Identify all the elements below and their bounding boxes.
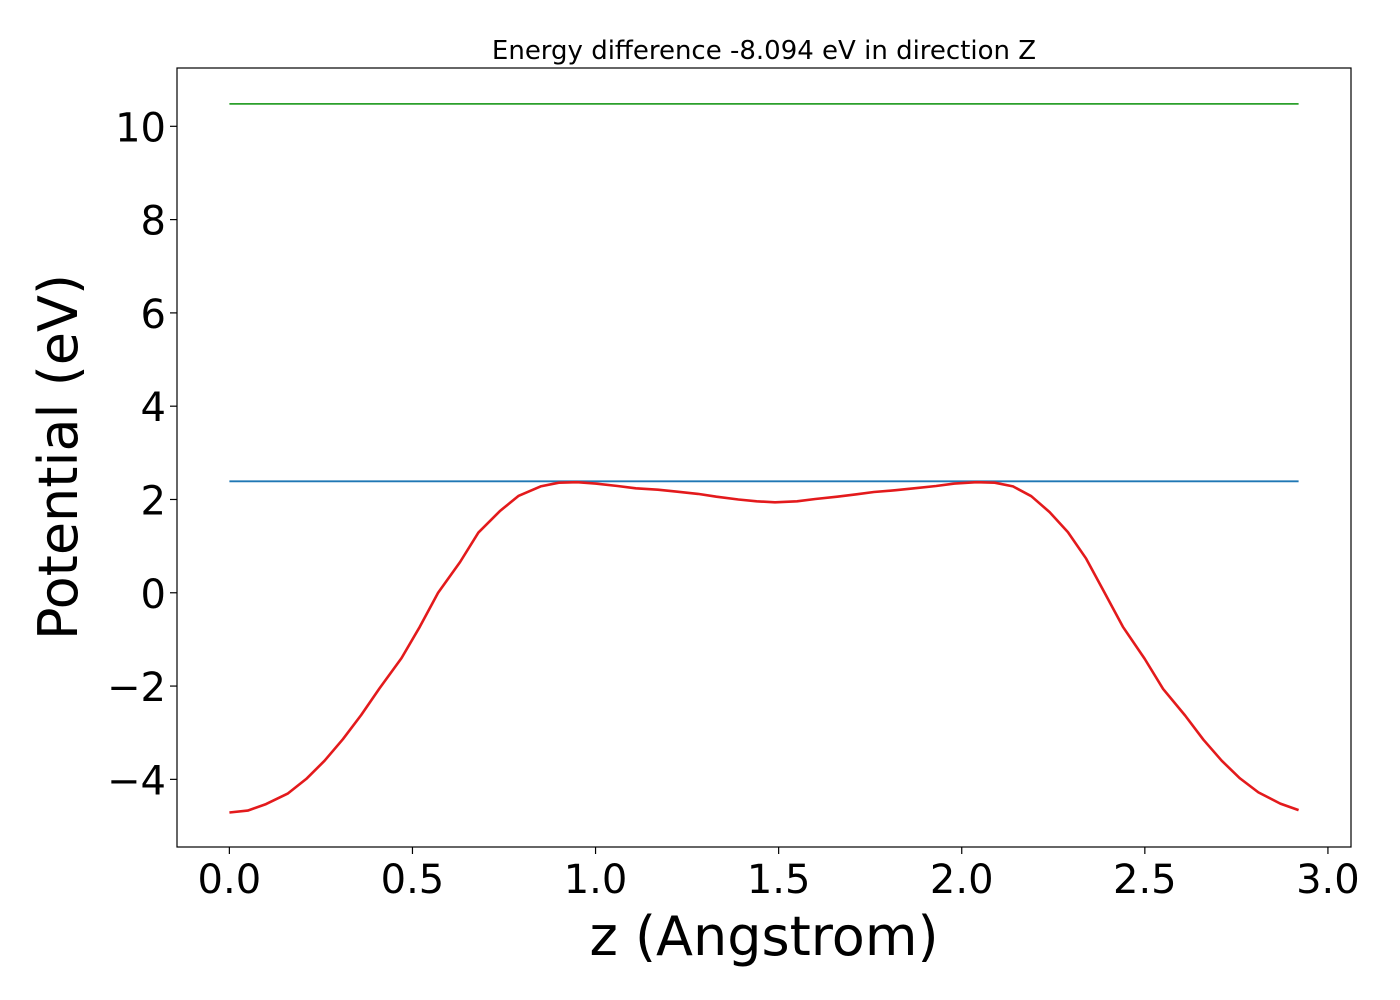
y-tick-label: −4 (107, 758, 166, 804)
y-tick-label: 0 (141, 572, 166, 618)
y-tick-label: 8 (141, 199, 166, 245)
series-line-3 (229, 480, 1300, 814)
y-axis: −4 −2 0 2 4 6 8 10 (107, 105, 177, 804)
plot-series (229, 103, 1300, 814)
y-tick-label: 10 (115, 105, 166, 151)
y-tick-label: 2 (141, 478, 166, 524)
x-tick-label: 3.0 (1296, 857, 1360, 903)
y-axis-label: Potential (eV) (27, 274, 90, 640)
y-tick-label: 6 (141, 292, 166, 338)
y-tick-label: −2 (107, 665, 166, 711)
y-tick-label: 4 (141, 385, 166, 431)
x-tick-label: 1.0 (564, 857, 628, 903)
x-tick-label: 0.0 (198, 857, 262, 903)
chart-title: Energy difference -8.094 eV in direction… (492, 36, 1036, 66)
x-axis: 0.0 0.5 1.0 1.5 2.0 2.5 3.0 (198, 847, 1360, 903)
x-tick-label: 0.5 (381, 857, 445, 903)
plot-frame (176, 67, 1352, 848)
x-axis-label: z (Angstrom) (589, 905, 938, 968)
x-tick-label: 2.5 (1113, 857, 1177, 903)
x-tick-label: 1.5 (747, 857, 811, 903)
x-tick-label: 2.0 (930, 857, 994, 903)
